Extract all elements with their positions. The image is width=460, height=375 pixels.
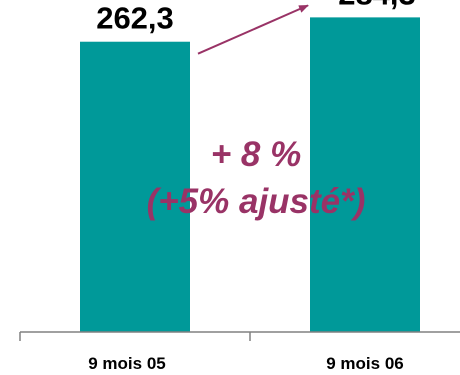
trend-arrow <box>197 4 309 55</box>
category-labels-group: 9 mois 05 9 mois 06 <box>88 354 404 373</box>
growth-annotation: + 8 % <box>211 135 301 174</box>
adjusted-growth-annotation: (+5% ajusté*) <box>147 182 366 221</box>
value-label-2: 284,3 <box>338 0 416 11</box>
category-label-1: 9 mois 05 <box>88 354 166 373</box>
bars-group <box>80 17 420 333</box>
bar-2 <box>310 17 420 333</box>
value-labels-group: 262,3 284,3 <box>96 0 416 36</box>
x-axis: 9 mois 05 9 mois 06 <box>19 331 460 373</box>
x-axis-ticks <box>19 332 251 341</box>
bar-1 <box>80 41 190 332</box>
value-label-1: 262,3 <box>96 1 174 36</box>
category-label-2: 9 mois 06 <box>326 354 404 373</box>
